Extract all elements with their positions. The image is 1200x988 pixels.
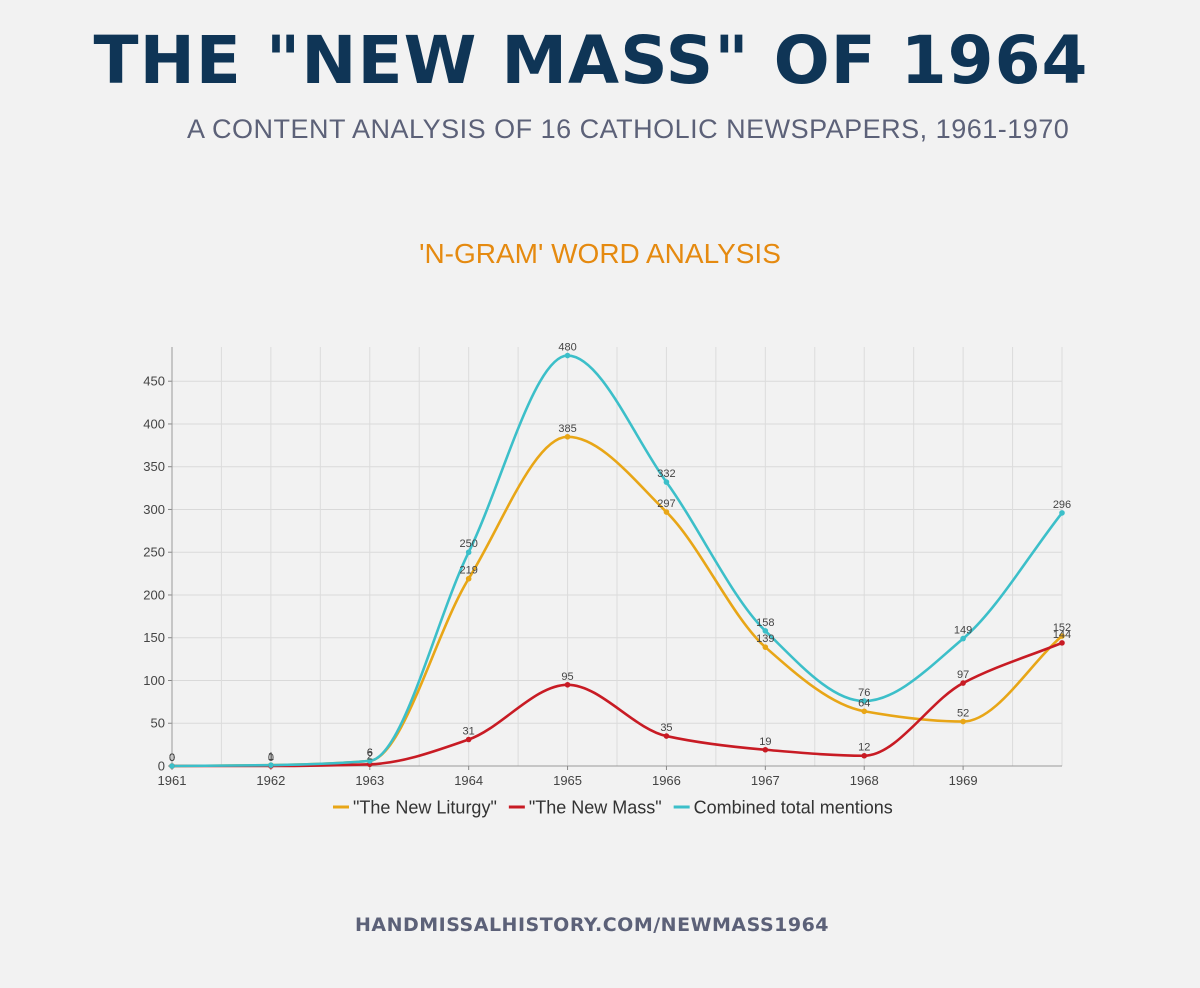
data-label: 97 [957,669,969,681]
data-point [564,352,571,359]
y-tick-label: 100 [143,673,165,688]
data-point [861,752,868,759]
data-label: 6 [367,747,373,759]
data-label: 1 [268,751,274,763]
data-label: 480 [558,342,576,354]
data-label: 76 [858,687,870,699]
page-title: THE "NEW MASS" OF 1964 [93,22,1089,99]
data-point [564,433,571,440]
chart-series-lines [171,354,1064,768]
data-point [663,479,670,485]
chart-grid [172,347,1063,766]
data-label: 1 [268,751,274,763]
data-label: 139 [756,633,774,645]
chart-title: 'N-GRAM' WORD ANALYSIS [419,238,781,269]
y-tick-label: 450 [143,374,165,389]
data-point [861,698,868,704]
data-label: 12 [858,742,870,754]
data-point [465,575,472,582]
data-label: 19 [759,736,771,748]
y-tick-label: 400 [143,416,165,431]
x-tick-label: 1965 [553,773,582,788]
y-tick-label: 250 [143,545,165,560]
x-tick-label: 1961 [158,773,187,788]
series-line-1 [172,641,1063,768]
page-subtitle: A CONTENT ANALYSIS OF 16 CATHOLIC NEWSPA… [187,114,1070,144]
chart-points [169,352,1065,769]
data-label: 0 [169,752,175,764]
x-tick-label: 1964 [454,773,483,788]
y-tick-label: 300 [143,502,165,517]
data-label: 0 [268,752,274,764]
data-point [1059,510,1065,516]
footer-url[interactable]: HANDMISSALHISTORY.COM/NEWMASS1964 [354,914,830,936]
data-point [564,681,571,688]
x-tick-label: 1966 [652,773,681,788]
data-label: 152 [1053,622,1071,634]
data-label: 95 [561,671,573,683]
data-label: 149 [954,625,972,637]
data-point [960,718,966,725]
y-tick-label: 150 [143,630,165,645]
data-label: 64 [858,697,870,709]
y-tick-label: 350 [143,459,165,474]
data-label: 0 [169,752,175,764]
y-tick-label: 200 [143,587,165,602]
data-point [1059,640,1065,646]
data-label: 297 [657,498,675,510]
data-point [465,736,472,743]
data-point [268,762,274,768]
x-tick-label: 1967 [751,773,780,788]
chart-legend: "The New Liturgy" "The New Mass" Combined … [333,798,893,818]
data-label: 2 [367,750,373,762]
x-tick-label: 1962 [256,773,285,788]
data-point [366,758,373,764]
legend-label-2: Combined total mentions [694,798,893,818]
x-tick-label: 1969 [949,773,978,788]
data-label: 52 [957,708,969,720]
data-label: 31 [463,725,475,737]
data-point [762,628,769,634]
x-tick-label: 1963 [355,773,384,788]
data-label: 6 [367,747,373,759]
y-tick-label: 50 [151,716,165,731]
data-label: 35 [660,722,672,734]
data-point [663,509,670,515]
data-point [960,635,966,642]
data-point [169,763,175,769]
data-label: 0 [169,752,175,764]
data-point [861,708,868,715]
data-point [1059,633,1065,639]
data-point [960,680,966,686]
data-label: 385 [558,423,576,435]
legend-label-0: "The New Liturgy" [353,798,497,818]
data-point [762,746,769,753]
data-label: 219 [459,565,477,577]
y-tick-label: 0 [158,759,165,774]
data-label: 144 [1053,629,1071,641]
data-label: 250 [459,538,477,550]
x-tick-label: 1968 [850,773,879,788]
data-label: 332 [657,468,675,480]
data-point [465,549,472,556]
data-label: 296 [1053,499,1071,511]
legend-label-1: "The New Mass" [529,798,662,818]
series-line-2 [171,354,1064,768]
data-label: 158 [756,617,774,629]
data-point [762,644,769,650]
data-point [663,733,670,739]
